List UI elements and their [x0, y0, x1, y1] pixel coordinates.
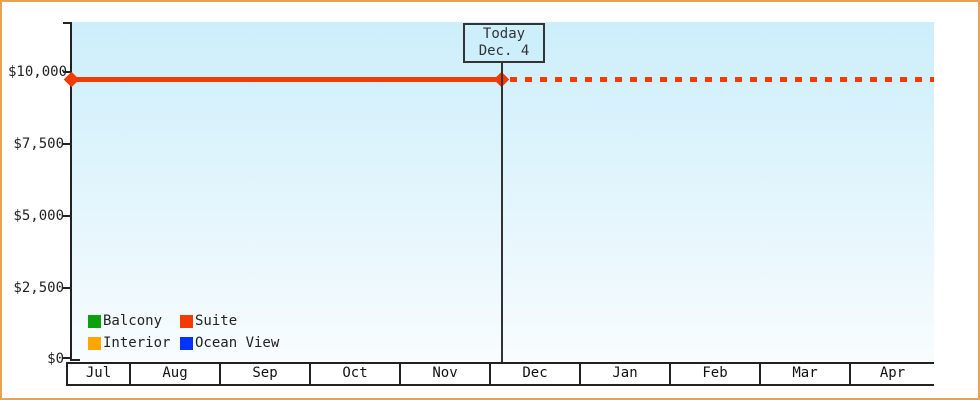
ocean-view-swatch-icon [180, 336, 193, 350]
legend-label-interior: Interior [103, 335, 171, 351]
x-axis-cell-aug: Aug [129, 362, 219, 386]
x-axis-cell-jul: Jul [66, 362, 129, 386]
legend-label-ocean-view: Ocean View [195, 335, 280, 351]
x-axis-cell-nov: Nov [399, 362, 489, 386]
today-annotation-box: Today Dec. 4 [463, 23, 545, 63]
x-axis-cell-oct: Oct [309, 362, 399, 386]
y-tick [63, 357, 70, 359]
y-tick [63, 143, 70, 145]
y-axis-label-5000: $5,000 [13, 208, 64, 224]
legend-item-ocean-view: Ocean View [180, 334, 279, 352]
legend-item-balcony: Balcony [88, 312, 180, 330]
x-axis-month-row: Jul Aug Sep Oct Nov Dec Jan Feb Mar Apr [66, 362, 934, 386]
y-axis-bottom-foot [72, 359, 80, 361]
legend-label-balcony: Balcony [103, 313, 163, 329]
y-axis-top-tick [63, 22, 70, 24]
y-tick [63, 71, 70, 73]
legend-label-suite: Suite [195, 313, 238, 329]
suite-swatch-icon [180, 314, 193, 328]
today-label: Today [482, 26, 526, 42]
y-axis-label-10000: $10,000 [8, 64, 68, 80]
x-axis-cell-feb: Feb [669, 362, 759, 386]
y-axis-line [70, 22, 72, 361]
legend-item-interior: Interior [88, 334, 180, 352]
suite-price-line-solid [72, 77, 504, 82]
x-axis-cell-apr: Apr [849, 362, 934, 386]
x-axis-cell-mar: Mar [759, 362, 849, 386]
interior-swatch-icon [88, 336, 101, 350]
legend: Balcony Suite Interior Ocean View [88, 312, 279, 352]
y-tick [63, 287, 70, 289]
balcony-swatch-icon [88, 314, 101, 328]
suite-price-line-projection-dashed [510, 77, 934, 82]
today-date: Dec. 4 [478, 43, 530, 59]
y-axis-label-7500: $7,500 [13, 136, 64, 152]
legend-item-suite: Suite [180, 312, 279, 330]
x-axis-cell-sep: Sep [219, 362, 309, 386]
today-vertical-line [501, 63, 503, 362]
y-axis-label-0: $0 [47, 351, 64, 367]
x-axis-cell-dec: Dec [489, 362, 579, 386]
x-axis-cell-jan: Jan [579, 362, 669, 386]
y-tick [63, 215, 70, 217]
y-axis-label-2500: $2,500 [13, 280, 64, 296]
